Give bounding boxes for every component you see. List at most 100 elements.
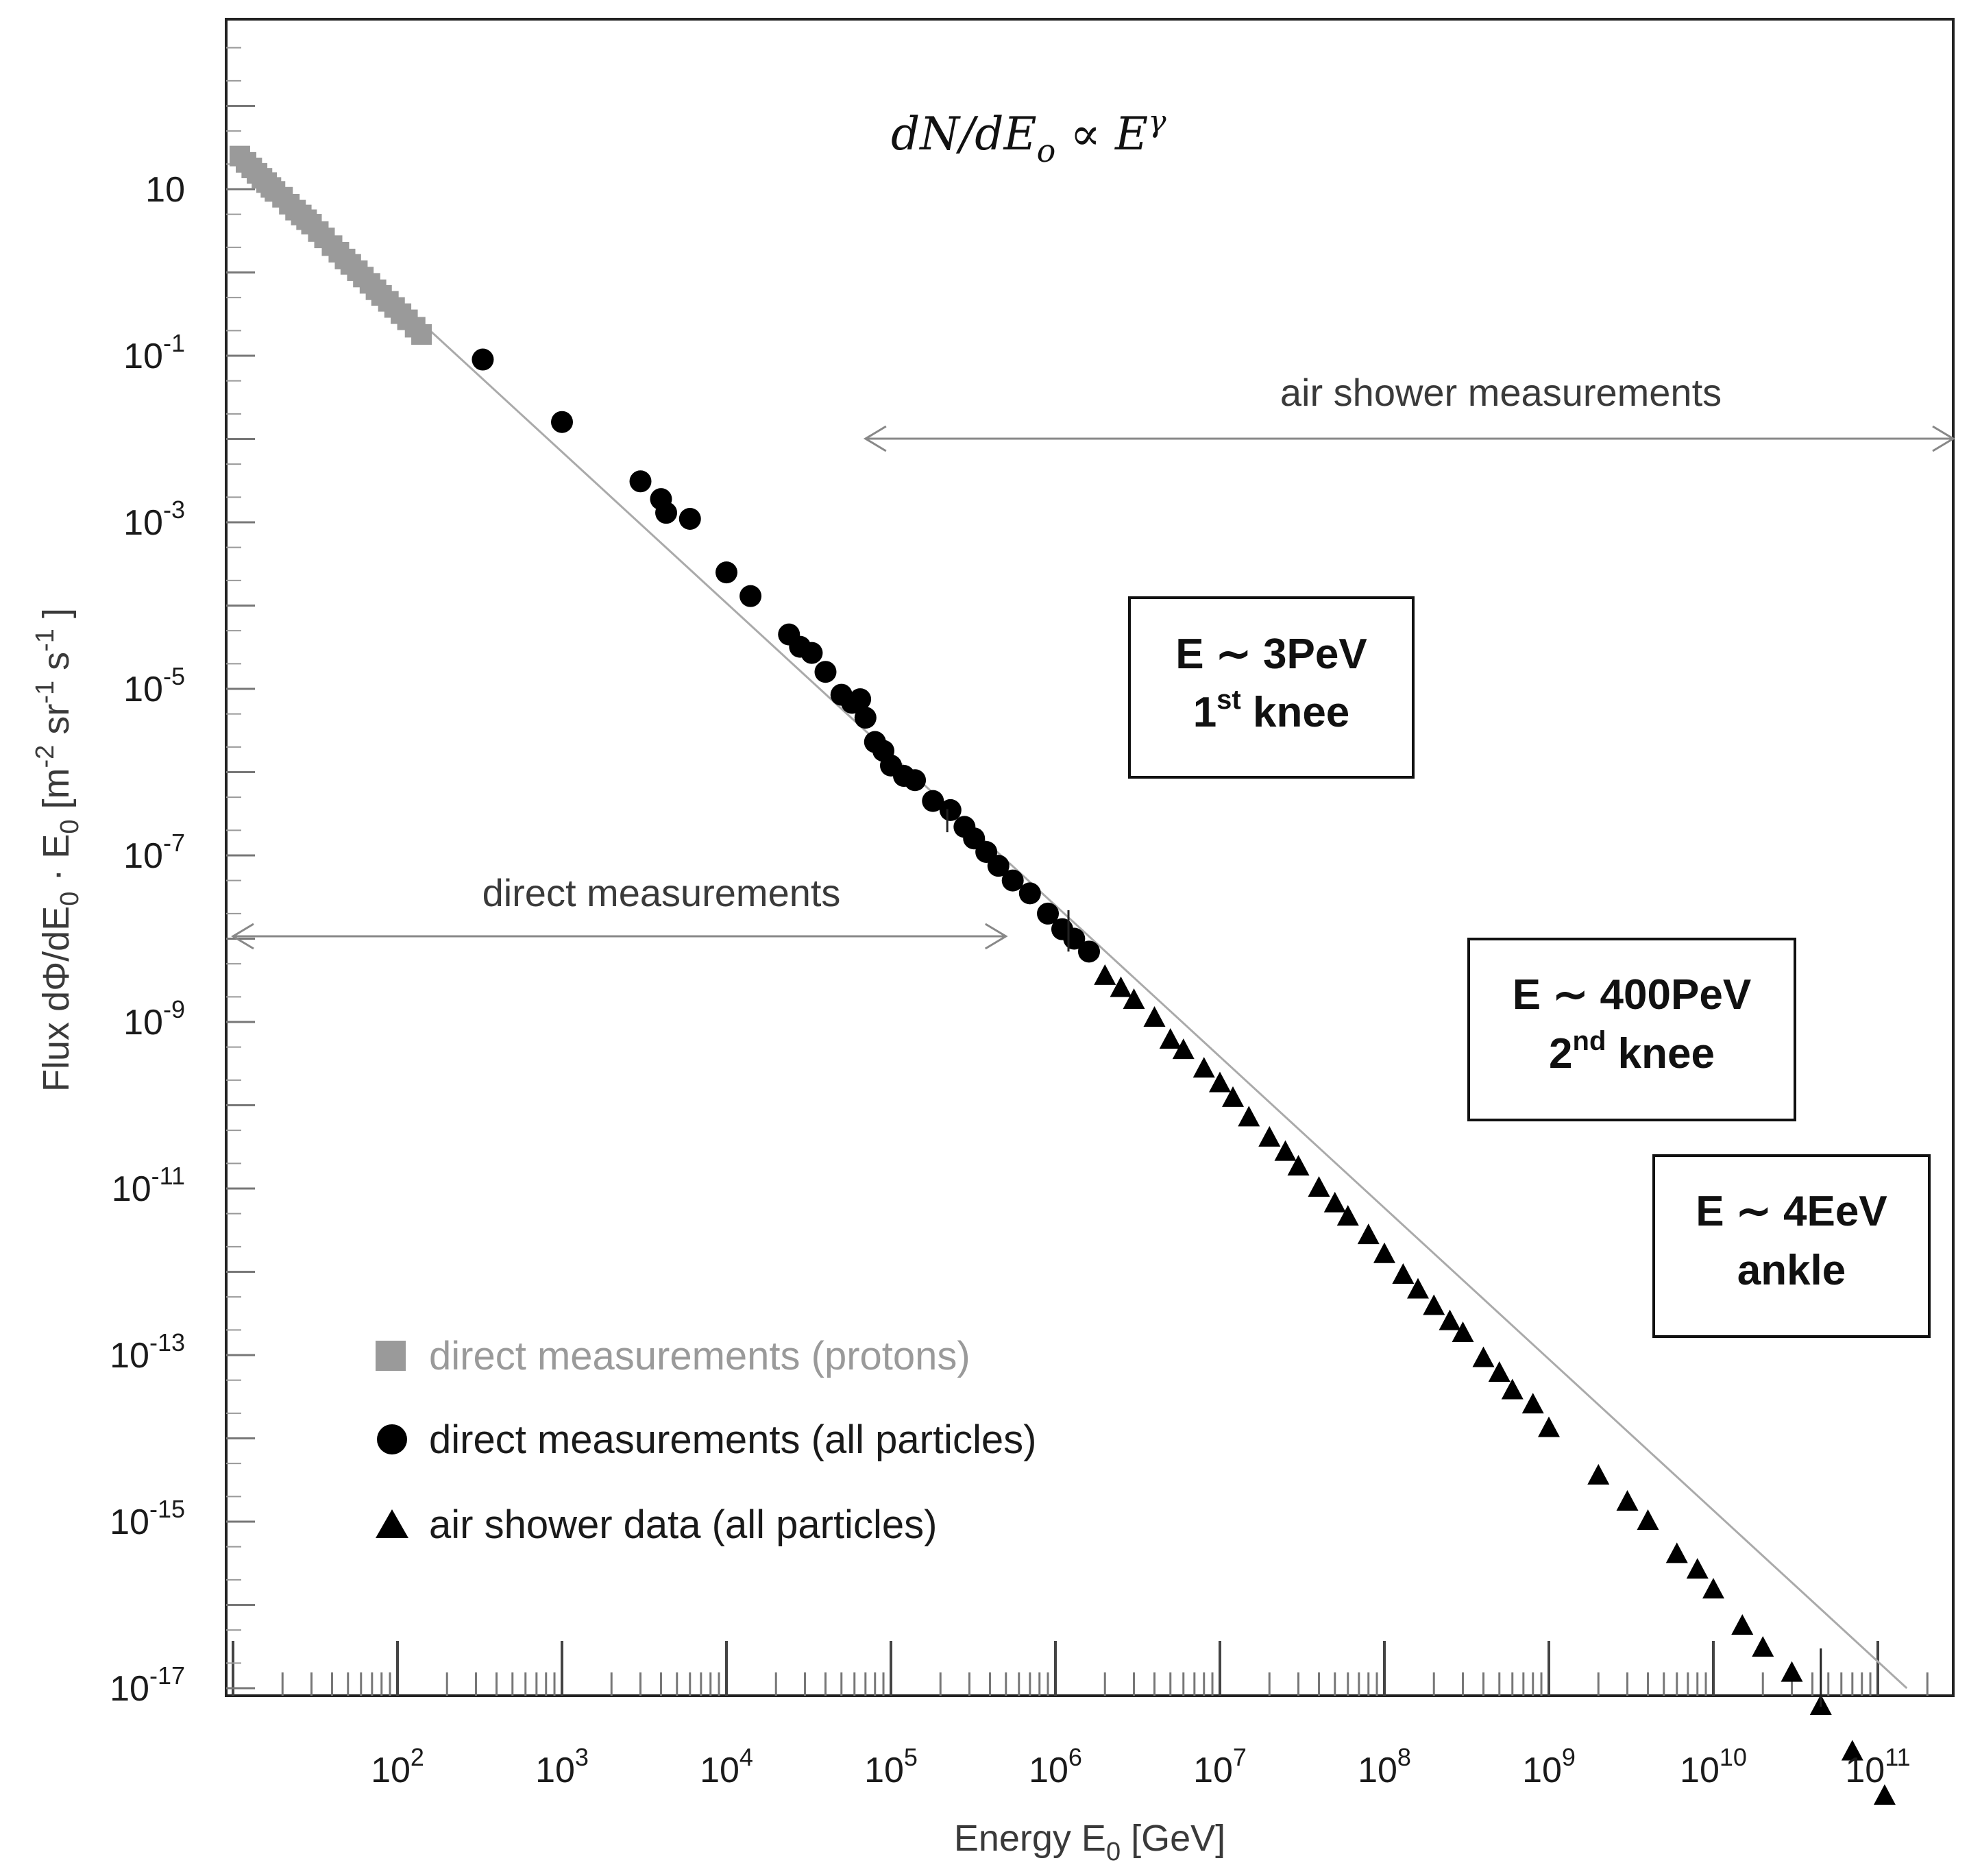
y-tick-exponent: -17 — [149, 1661, 185, 1690]
x-tick-base: 10 — [1680, 1751, 1720, 1790]
range-arrow-head-left — [863, 425, 887, 452]
annotation-ankle-line1: E ∼ 4EeV — [1696, 1188, 1887, 1235]
y-tick-base: 10 — [123, 337, 163, 376]
range-arrows-layer: air shower measurements direct measuremen… — [231, 371, 1955, 950]
air-shower-triangle-point — [1637, 1509, 1659, 1530]
x-tick-exponent: 9 — [1562, 1743, 1576, 1771]
formula-lhs: dN/dE — [891, 108, 1037, 160]
air-shower-triangle-point — [1110, 976, 1132, 997]
x-tick-label: 1011 — [1845, 1743, 1910, 1790]
air-shower-triangle-point — [1731, 1614, 1754, 1635]
air-shower-triangle-point — [1287, 1154, 1310, 1175]
formula: dN/dEo ∝ Eγ — [891, 104, 1166, 169]
air-shower-triangle-point — [1873, 1784, 1896, 1805]
y-axis-title-sup2: -1 — [31, 681, 60, 704]
all-particle-circle-point — [1001, 869, 1024, 892]
y-tick-exponent: -15 — [149, 1495, 185, 1523]
y-tick-label: 10-3 — [123, 496, 185, 543]
range-arrow-head-left — [231, 923, 254, 950]
all-particle-circle-point — [1077, 940, 1100, 963]
formula-exp: γ — [1148, 104, 1166, 139]
legend-marker-square — [376, 1341, 406, 1371]
air-shower-triangle-point — [1308, 1176, 1330, 1197]
x-tick-base: 10 — [1845, 1751, 1885, 1790]
x-axis-title-sub: 0 — [1106, 1838, 1121, 1866]
air-shower-triangle-point — [1538, 1416, 1560, 1437]
formula-lhs-sub: o — [1037, 132, 1056, 169]
air-shower-triangle-point — [1686, 1558, 1709, 1579]
x-tick-label: 103 — [535, 1743, 589, 1790]
x-tick-label: 107 — [1193, 1743, 1247, 1790]
air-shower-triangle-point — [1159, 1027, 1182, 1049]
annotation-second-knee-sup: nd — [1573, 1026, 1606, 1056]
annotation-second-knee-num: 2 — [1549, 1030, 1572, 1077]
range-arrow-head-right — [1932, 425, 1955, 452]
power-law-fit-line — [232, 148, 1908, 1690]
y-tick-label: 10-7 — [123, 829, 185, 876]
all-particle-circle-point — [1018, 882, 1041, 905]
annotation-second-knee: E ∼ 400PeV 2nd knee — [1467, 938, 1796, 1121]
x-tick-label: 106 — [1029, 1743, 1082, 1790]
y-tick-label: 10-11 — [112, 1162, 185, 1209]
all-particle-circle-point — [904, 769, 927, 792]
x-axis-title-tail: [GeV] — [1121, 1818, 1225, 1859]
x-tick-exponent: 4 — [739, 1743, 753, 1771]
x-tick-label: 1010 — [1680, 1743, 1747, 1790]
x-axis-title-main: Energy E — [954, 1818, 1106, 1859]
x-tick-base: 10 — [1193, 1751, 1233, 1790]
y-axis-title-open: [m — [36, 768, 77, 819]
air-shower-triangle-point — [1238, 1106, 1260, 1127]
legend-label-protons: direct measurements (protons) — [429, 1334, 970, 1378]
y-axis-title-mid2: sr — [36, 704, 77, 745]
fit-line-layer — [232, 148, 1908, 1690]
all-particle-circle-point — [987, 855, 1010, 877]
legend-label-all-particles: direct measurements (all particles) — [429, 1417, 1036, 1462]
annotation-first-knee-word: knee — [1241, 689, 1350, 736]
data-points-layer — [229, 145, 1896, 1805]
air-shower-triangle-point — [1702, 1578, 1724, 1599]
x-tick-base: 10 — [371, 1751, 411, 1790]
x-tick-exponent: 8 — [1397, 1743, 1411, 1771]
annotation-ankle: E ∼ 4EeV ankle — [1652, 1154, 1931, 1338]
y-tick-base: 10 — [110, 1669, 149, 1709]
all-particle-circle-point — [716, 561, 737, 584]
air-shower-triangle-point — [1521, 1393, 1544, 1414]
y-tick-base: 10 — [123, 836, 163, 876]
y-tick-label: 10 — [145, 170, 185, 210]
y-axis-title-sup3: -1 — [31, 629, 60, 652]
proton-square-point — [411, 324, 432, 345]
annotation-ankle-line2: ankle — [1737, 1247, 1846, 1294]
y-tick-exponent: -13 — [149, 1328, 185, 1356]
annotation-first-knee-line2: 1st knee — [1193, 685, 1350, 736]
plot-frame — [225, 18, 1955, 1697]
all-particle-circle-point — [472, 348, 494, 371]
annotation-ankle-box — [1652, 1154, 1931, 1338]
y-axis-title-sub2: 0 — [56, 819, 84, 833]
annotation-second-knee-line2: 2nd knee — [1549, 1026, 1715, 1077]
x-tick-exponent: 11 — [1885, 1743, 1910, 1771]
x-tick-label: 105 — [864, 1743, 918, 1790]
air-shower-triangle-point — [1143, 1006, 1166, 1027]
x-tick-base: 10 — [1029, 1751, 1068, 1790]
x-axis-title: Energy E0 [GeV] — [954, 1818, 1225, 1866]
minor-ticks — [226, 47, 1929, 1696]
air-shower-triangle-point — [1172, 1038, 1195, 1060]
air-shower-triangle-point — [1123, 988, 1145, 1009]
range-label: direct measurements — [482, 871, 841, 914]
air-shower-triangle-point — [1357, 1223, 1380, 1245]
all-particle-circle-point — [739, 585, 762, 607]
y-tick-exponent: -1 — [163, 329, 185, 357]
y-tick-base: 10 — [123, 670, 163, 709]
x-tick-base: 10 — [535, 1751, 575, 1790]
all-particle-circle-point — [551, 411, 573, 433]
air-shower-triangle-point — [1452, 1321, 1474, 1342]
air-shower-triangle-point — [1665, 1542, 1688, 1563]
air-shower-triangle-point — [1094, 964, 1116, 985]
all-particle-circle-point — [800, 642, 823, 664]
legend: direct measurements (protons) direct mea… — [376, 1334, 1036, 1547]
air-shower-triangle-point — [1373, 1242, 1395, 1263]
y-tick-label: 10-5 — [123, 662, 185, 709]
y-tick-exponent: -11 — [151, 1162, 185, 1190]
legend-label-air-shower: air shower data (all particles) — [429, 1502, 937, 1547]
